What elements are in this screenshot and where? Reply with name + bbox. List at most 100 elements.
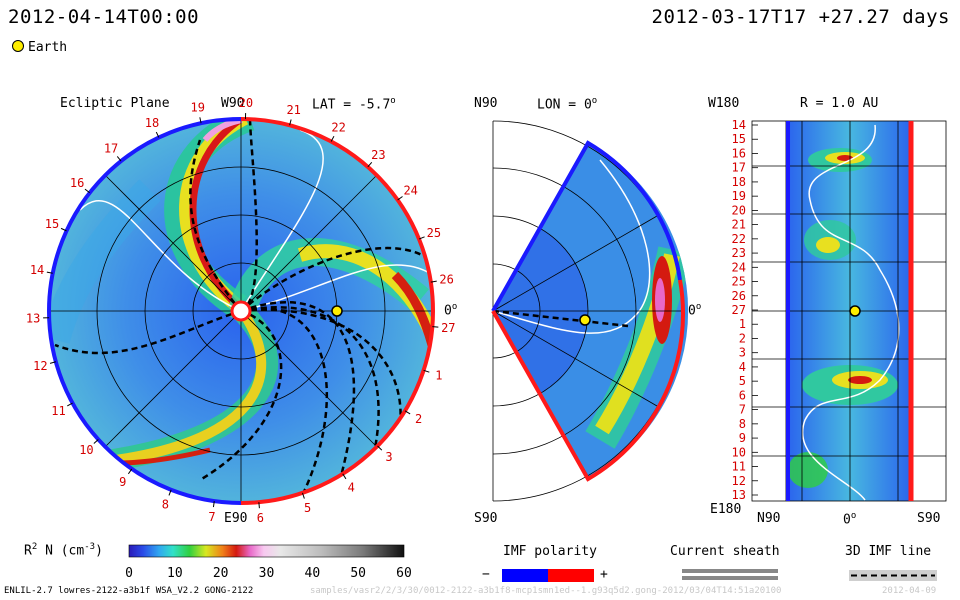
colorbar-label: R2 N (cm-3): [24, 542, 103, 559]
carrington-tick-mark: [404, 410, 411, 415]
carrington-tick-mark: [168, 489, 172, 496]
radial-y-tick-label: 23: [732, 246, 746, 260]
radial-y-tick-label: 21: [732, 218, 746, 232]
colorbar: [128, 544, 405, 558]
earth-meridional-marker: [579, 314, 591, 326]
carrington-tick-mark: [342, 473, 347, 480]
colorbar-tick-label: 10: [167, 566, 183, 581]
carrington-tick-label: 15: [45, 217, 59, 231]
carrington-tick-mark: [46, 271, 53, 274]
colorbar-tick-label: 20: [213, 566, 229, 581]
carrington-tick-label: 2: [415, 412, 422, 426]
radial-bottom-label: E180: [710, 502, 742, 517]
radial-title: R = 1.0 AU: [800, 96, 879, 111]
carrington-tick-label: 23: [371, 148, 385, 162]
carrington-tick-mark: [258, 502, 260, 509]
ecliptic-right-label: 0o: [444, 302, 458, 319]
ecliptic-density-structures: [49, 119, 433, 473]
colorbar-ticks: 0 10 20 30 40 50 60: [125, 566, 412, 581]
carrington-tick-label: 24: [403, 184, 417, 198]
meridional-title: LON = 0o: [537, 96, 598, 113]
carrington-tick-label: 10: [79, 443, 93, 457]
radial-x-label-0: 0o: [843, 511, 857, 528]
ecliptic-title: Ecliptic Plane: [60, 96, 170, 111]
carrington-tick-mark: [330, 135, 335, 142]
footer-stamp: 2012-04-09: [882, 586, 937, 596]
radial-y-tick-label: 4: [739, 360, 746, 374]
radial-y-tick-label: 6: [739, 388, 746, 402]
model-datetime: 2012-04-14T00:00: [8, 6, 200, 28]
meridional-bottom-label: S90: [474, 511, 498, 526]
ecliptic-bottom-label: E90: [224, 511, 248, 526]
radial-y-tick-label: 3: [739, 346, 746, 360]
footer-path: samples/vasr2/2/3/30/0012-2122-a3b1f8-mc…: [310, 586, 782, 596]
carrington-tick-label: 22: [331, 120, 345, 134]
carrington-tick-label: 21: [286, 103, 300, 117]
radial-y-tick-label: 24: [732, 260, 746, 274]
radial-y-tick-label: 20: [732, 203, 746, 217]
meridional-top-label: N90: [474, 96, 498, 111]
ecliptic-lat: LAT = -5.7o: [312, 96, 396, 113]
meridional-rim-negative: [491, 140, 682, 312]
radial-y-tick-label: 12: [732, 474, 746, 488]
carrington-tick-label: 6: [257, 511, 264, 525]
carrington-tick-mark: [199, 117, 202, 124]
carrington-tick-mark: [212, 501, 215, 508]
footer-model: ENLIL-2.7 lowres-2122-a3b1f WSA_V2.2 GON…: [4, 586, 254, 596]
colorbar-tick-label: 40: [305, 566, 321, 581]
colorbar-tick-label: 60: [396, 566, 412, 581]
carrington-tick-label: 1: [435, 368, 442, 382]
carrington-tick-mark: [289, 119, 292, 126]
radial-y-ticks: 1415161718192021222324252627123456789101…: [732, 118, 758, 502]
carrington-tick-label: 27: [441, 321, 455, 335]
carrington-tick-label: 13: [26, 311, 40, 325]
carrington-tick-mark: [423, 369, 430, 373]
earth-legend-label: Earth: [28, 40, 68, 55]
radial-y-tick-label: 5: [739, 374, 746, 388]
carrington-tick-label: 5: [304, 501, 311, 515]
radial-y-tick-label: 18: [732, 175, 746, 189]
carrington-tick-label: 14: [30, 263, 44, 277]
carrington-tick-mark: [418, 236, 425, 240]
meridional-rim-positive: [491, 279, 686, 482]
radial-y-tick-label: 2: [739, 331, 746, 345]
radial-y-tick-label: 14: [732, 118, 746, 132]
current-sheath-swatch-1: [682, 569, 778, 573]
radial-y-tick-label: 27: [732, 303, 746, 317]
carrington-tick-label: 16: [70, 176, 84, 190]
ecliptic-rim-positive: [240, 117, 435, 505]
radial-frame: [751, 120, 947, 502]
earth-ecliptic-marker: [331, 305, 343, 317]
carrington-tick-label: 7: [208, 510, 215, 524]
current-sheath-swatch-2: [682, 576, 778, 580]
radial-y-tick-label: 17: [732, 161, 746, 175]
carrington-tick-mark: [49, 361, 56, 364]
colorbar-tick-label: 0: [125, 566, 133, 581]
radial-y-tick-label: 1: [739, 317, 746, 331]
colorbar-tick-label: 50: [350, 566, 366, 581]
earth-radial-marker: [849, 305, 861, 317]
carrington-tick-label: 8: [162, 498, 169, 512]
carrington-tick-mark: [367, 161, 373, 168]
radial-y-tick-label: 7: [739, 403, 746, 417]
carrington-tick-mark: [430, 280, 437, 283]
carrington-ticks: 19 20 212223242526271234567891011121314151…: [26, 96, 456, 525]
polarity-positive-swatch: [548, 569, 594, 582]
polarity-negative-swatch: [502, 569, 548, 582]
radial-y-tick-label: 26: [732, 289, 746, 303]
polarity-pos-label: +: [600, 567, 608, 582]
carrington-tick-mark: [67, 402, 73, 407]
radial-y-tick-label: 13: [732, 488, 746, 502]
carrington-tick-label: 18: [145, 116, 159, 130]
radial-y-tick-label: 19: [732, 189, 746, 203]
carrington-tick-label: 11: [51, 404, 65, 418]
polarity-title: IMF polarity: [503, 544, 597, 559]
reference-time: 2012-03-17T17 +27.27 days: [651, 6, 950, 28]
carrington-tick-mark: [116, 156, 122, 162]
carrington-tick-label: 4: [348, 480, 355, 494]
carrington-tick-label: 17: [104, 142, 118, 156]
radial-y-tick-label: 10: [732, 445, 746, 459]
meridional-right-label: 0o: [688, 302, 702, 319]
